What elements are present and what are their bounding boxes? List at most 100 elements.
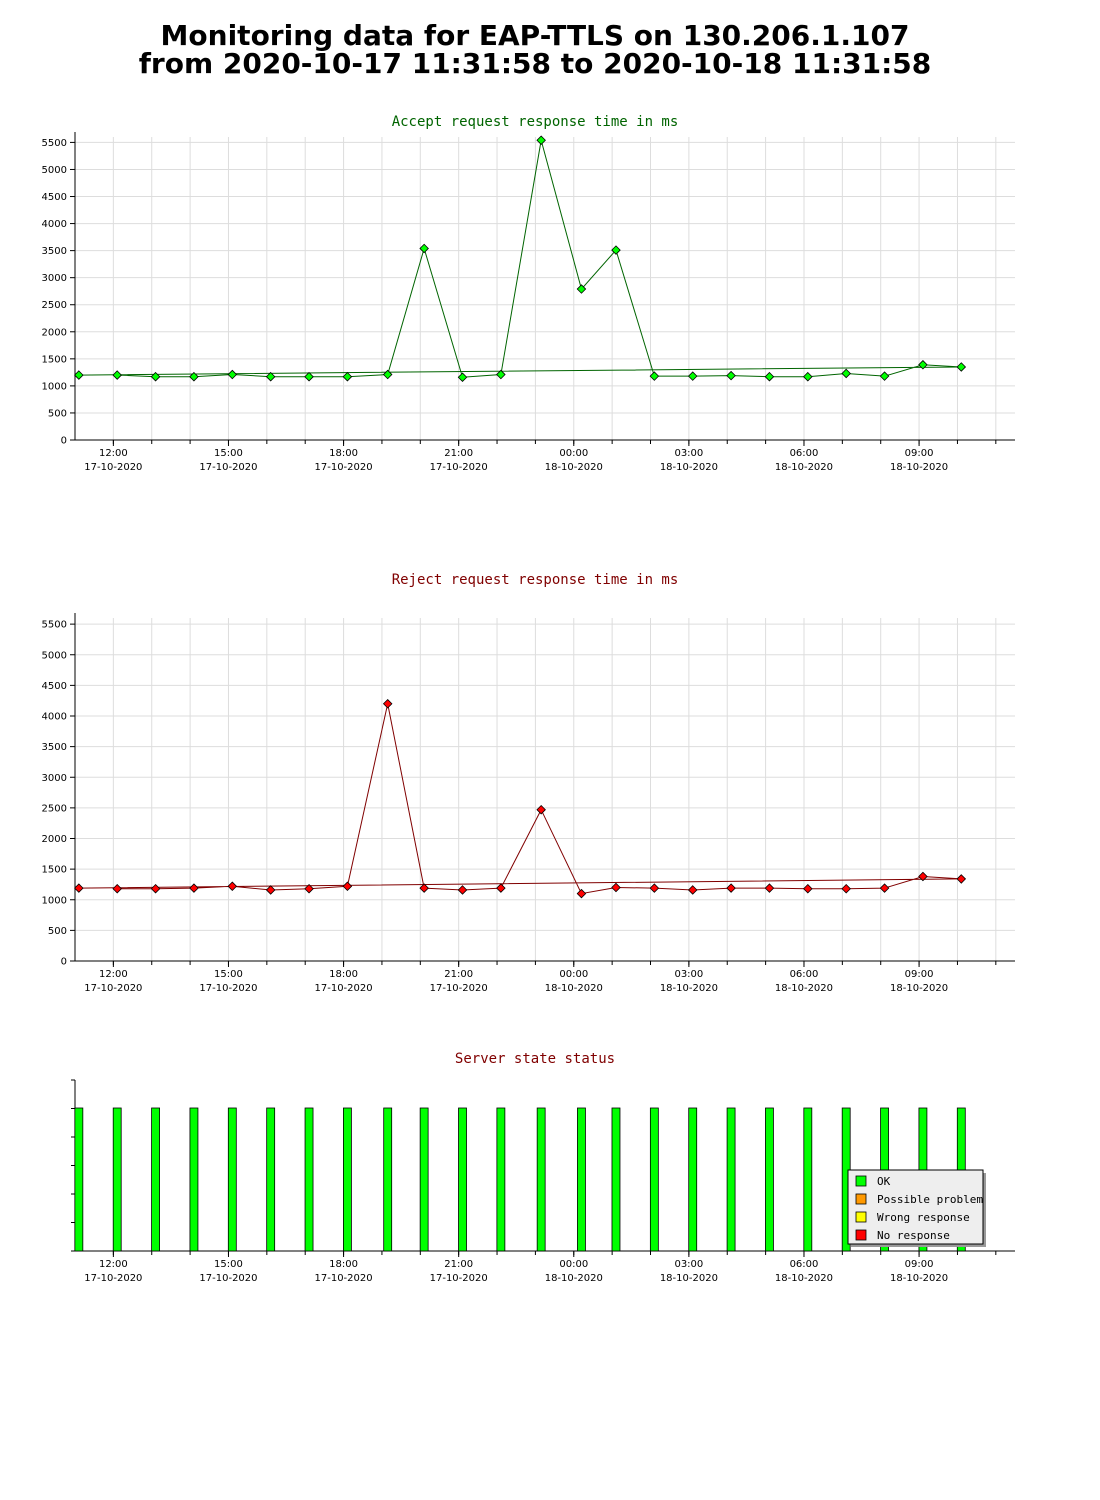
reject-data-point	[265, 885, 276, 895]
reject-y-tick-label: 500	[48, 926, 67, 937]
accept-x-tick-time: 09:00	[905, 448, 934, 459]
status-x-tick-date: 17-10-2020	[430, 1273, 488, 1284]
accept-data-point	[150, 371, 161, 382]
reject-y-tick-label: 2500	[42, 803, 67, 814]
status-x-tick-date: 18-10-2020	[775, 1273, 833, 1284]
page-title: Monitoring data for EAP-TTLS on 130.206.…	[0, 22, 1070, 78]
reject-data-point	[611, 882, 621, 893]
accept-y-tick-label: 5500	[42, 138, 67, 149]
status-chart-title: Server state status	[455, 1051, 615, 1067]
status-bar	[458, 1107, 467, 1252]
reject-series-line	[78, 703, 962, 895]
accept-series-line	[78, 140, 962, 378]
reject-x-tick-date: 18-10-2020	[890, 983, 948, 994]
reject-y-tick-label: 4500	[42, 681, 67, 692]
accept-data-point	[496, 369, 506, 380]
accept-x-tick-time: 12:00	[99, 448, 128, 459]
accept-data-point	[726, 370, 736, 381]
reject-data-point	[803, 883, 813, 894]
page-title-line-1: Monitoring data for EAP-TTLS on 130.206.…	[160, 19, 910, 52]
accept-data-point	[457, 372, 468, 383]
reject-data-point	[304, 883, 314, 894]
status-bar	[227, 1107, 237, 1252]
status-chart: Server state status 12:00 17-10-2020 15:00 1…	[71, 1051, 1015, 1284]
status-bar	[112, 1107, 122, 1252]
status-x-tick-time: 12:00	[99, 1259, 128, 1270]
accept-data-point	[611, 245, 621, 255]
reject-x-tick-date: 18-10-2020	[545, 983, 603, 994]
accept-data-point	[112, 370, 122, 380]
status-x-tick-time: 09:00	[905, 1259, 934, 1270]
status-x-tick-date: 18-10-2020	[660, 1273, 718, 1284]
accept-x-tick-date: 18-10-2020	[775, 462, 833, 473]
reject-data-point	[382, 698, 393, 709]
accept-y-tick-label: 5000	[42, 165, 67, 176]
accept-y-tick-label: 2000	[42, 327, 67, 338]
legend-swatch	[855, 1229, 867, 1241]
accept-data-point	[304, 371, 314, 382]
accept-x-tick-date: 17-10-2020	[315, 462, 373, 473]
accept-data-point	[227, 369, 238, 380]
reject-y-tick-label: 5000	[42, 650, 67, 661]
reject-x-tick-time: 00:00	[559, 969, 588, 980]
accept-x-tick-time: 00:00	[559, 448, 588, 459]
accept-chart: Accept request response time in ms 0 500 10…	[42, 114, 1015, 473]
accept-x-tick-date: 17-10-2020	[84, 462, 142, 473]
status-bar	[688, 1107, 698, 1252]
reject-data-point	[687, 885, 698, 895]
reject-data-point	[74, 883, 84, 893]
accept-y-tick-label: 1500	[42, 354, 67, 365]
reject-data-point	[150, 883, 161, 894]
accept-y-tick-label: 4000	[42, 219, 67, 230]
reject-x-tick-time: 21:00	[444, 969, 473, 980]
accept-x-tick-date: 18-10-2020	[545, 462, 603, 473]
accept-y-tick-label: 3500	[42, 246, 67, 257]
status-x-tick-date: 18-10-2020	[545, 1273, 603, 1284]
status-bar	[151, 1107, 160, 1252]
legend-label: No response	[877, 1229, 950, 1242]
accept-data-point	[764, 371, 775, 382]
accept-data-point	[576, 284, 587, 294]
reject-y-tick-label: 1000	[42, 895, 67, 906]
status-bar	[649, 1107, 659, 1252]
reject-data-point	[726, 883, 736, 893]
accept-x-tick-time: 03:00	[674, 448, 703, 459]
status-bar	[577, 1107, 586, 1252]
reject-y-tick-label: 4000	[42, 712, 67, 723]
accept-data-point	[841, 368, 851, 379]
reject-y-tick-label: 3000	[42, 773, 67, 784]
legend-swatch	[855, 1175, 867, 1187]
reject-x-tick-date: 18-10-2020	[660, 983, 718, 994]
accept-data-point	[536, 135, 546, 146]
accept-y-tick-label: 4500	[42, 192, 67, 203]
status-x-tick-date: 17-10-2020	[315, 1273, 373, 1284]
reject-chart: Reject request response time in ms 0 500 10…	[42, 572, 1015, 994]
accept-chart-title: Accept request response time in ms	[392, 114, 679, 130]
reject-x-tick-date: 17-10-2020	[84, 983, 142, 994]
status-bar	[726, 1107, 736, 1252]
page-title-line-2: from 2020-10-17 11:31:58 to 2020-10-18 1…	[138, 47, 932, 80]
reject-data-point	[112, 883, 122, 894]
accept-x-tick-date: 18-10-2020	[660, 462, 718, 473]
accept-y-tick-label: 0	[61, 436, 67, 447]
reject-y-tick-label: 5500	[42, 620, 67, 631]
reject-data-point	[496, 883, 506, 893]
reject-x-tick-date: 17-10-2020	[199, 983, 257, 994]
status-x-tick-time: 21:00	[444, 1259, 473, 1270]
reject-x-tick-time: 18:00	[329, 969, 358, 980]
reject-data-point	[764, 883, 775, 893]
accept-data-point	[189, 371, 199, 382]
accept-x-tick-time: 06:00	[790, 448, 819, 459]
reject-data-point	[841, 883, 851, 894]
accept-data-point	[419, 243, 429, 254]
reject-data-point	[342, 881, 353, 892]
status-x-tick-time: 06:00	[790, 1259, 819, 1270]
reject-x-tick-date: 18-10-2020	[775, 983, 833, 994]
accept-x-tick-date: 17-10-2020	[199, 462, 257, 473]
legend-swatch	[855, 1193, 867, 1205]
reject-data-point	[956, 874, 967, 884]
accept-x-tick-time: 21:00	[444, 448, 473, 459]
accept-y-tick-label: 1000	[42, 381, 67, 392]
accept-data-point	[687, 371, 698, 381]
